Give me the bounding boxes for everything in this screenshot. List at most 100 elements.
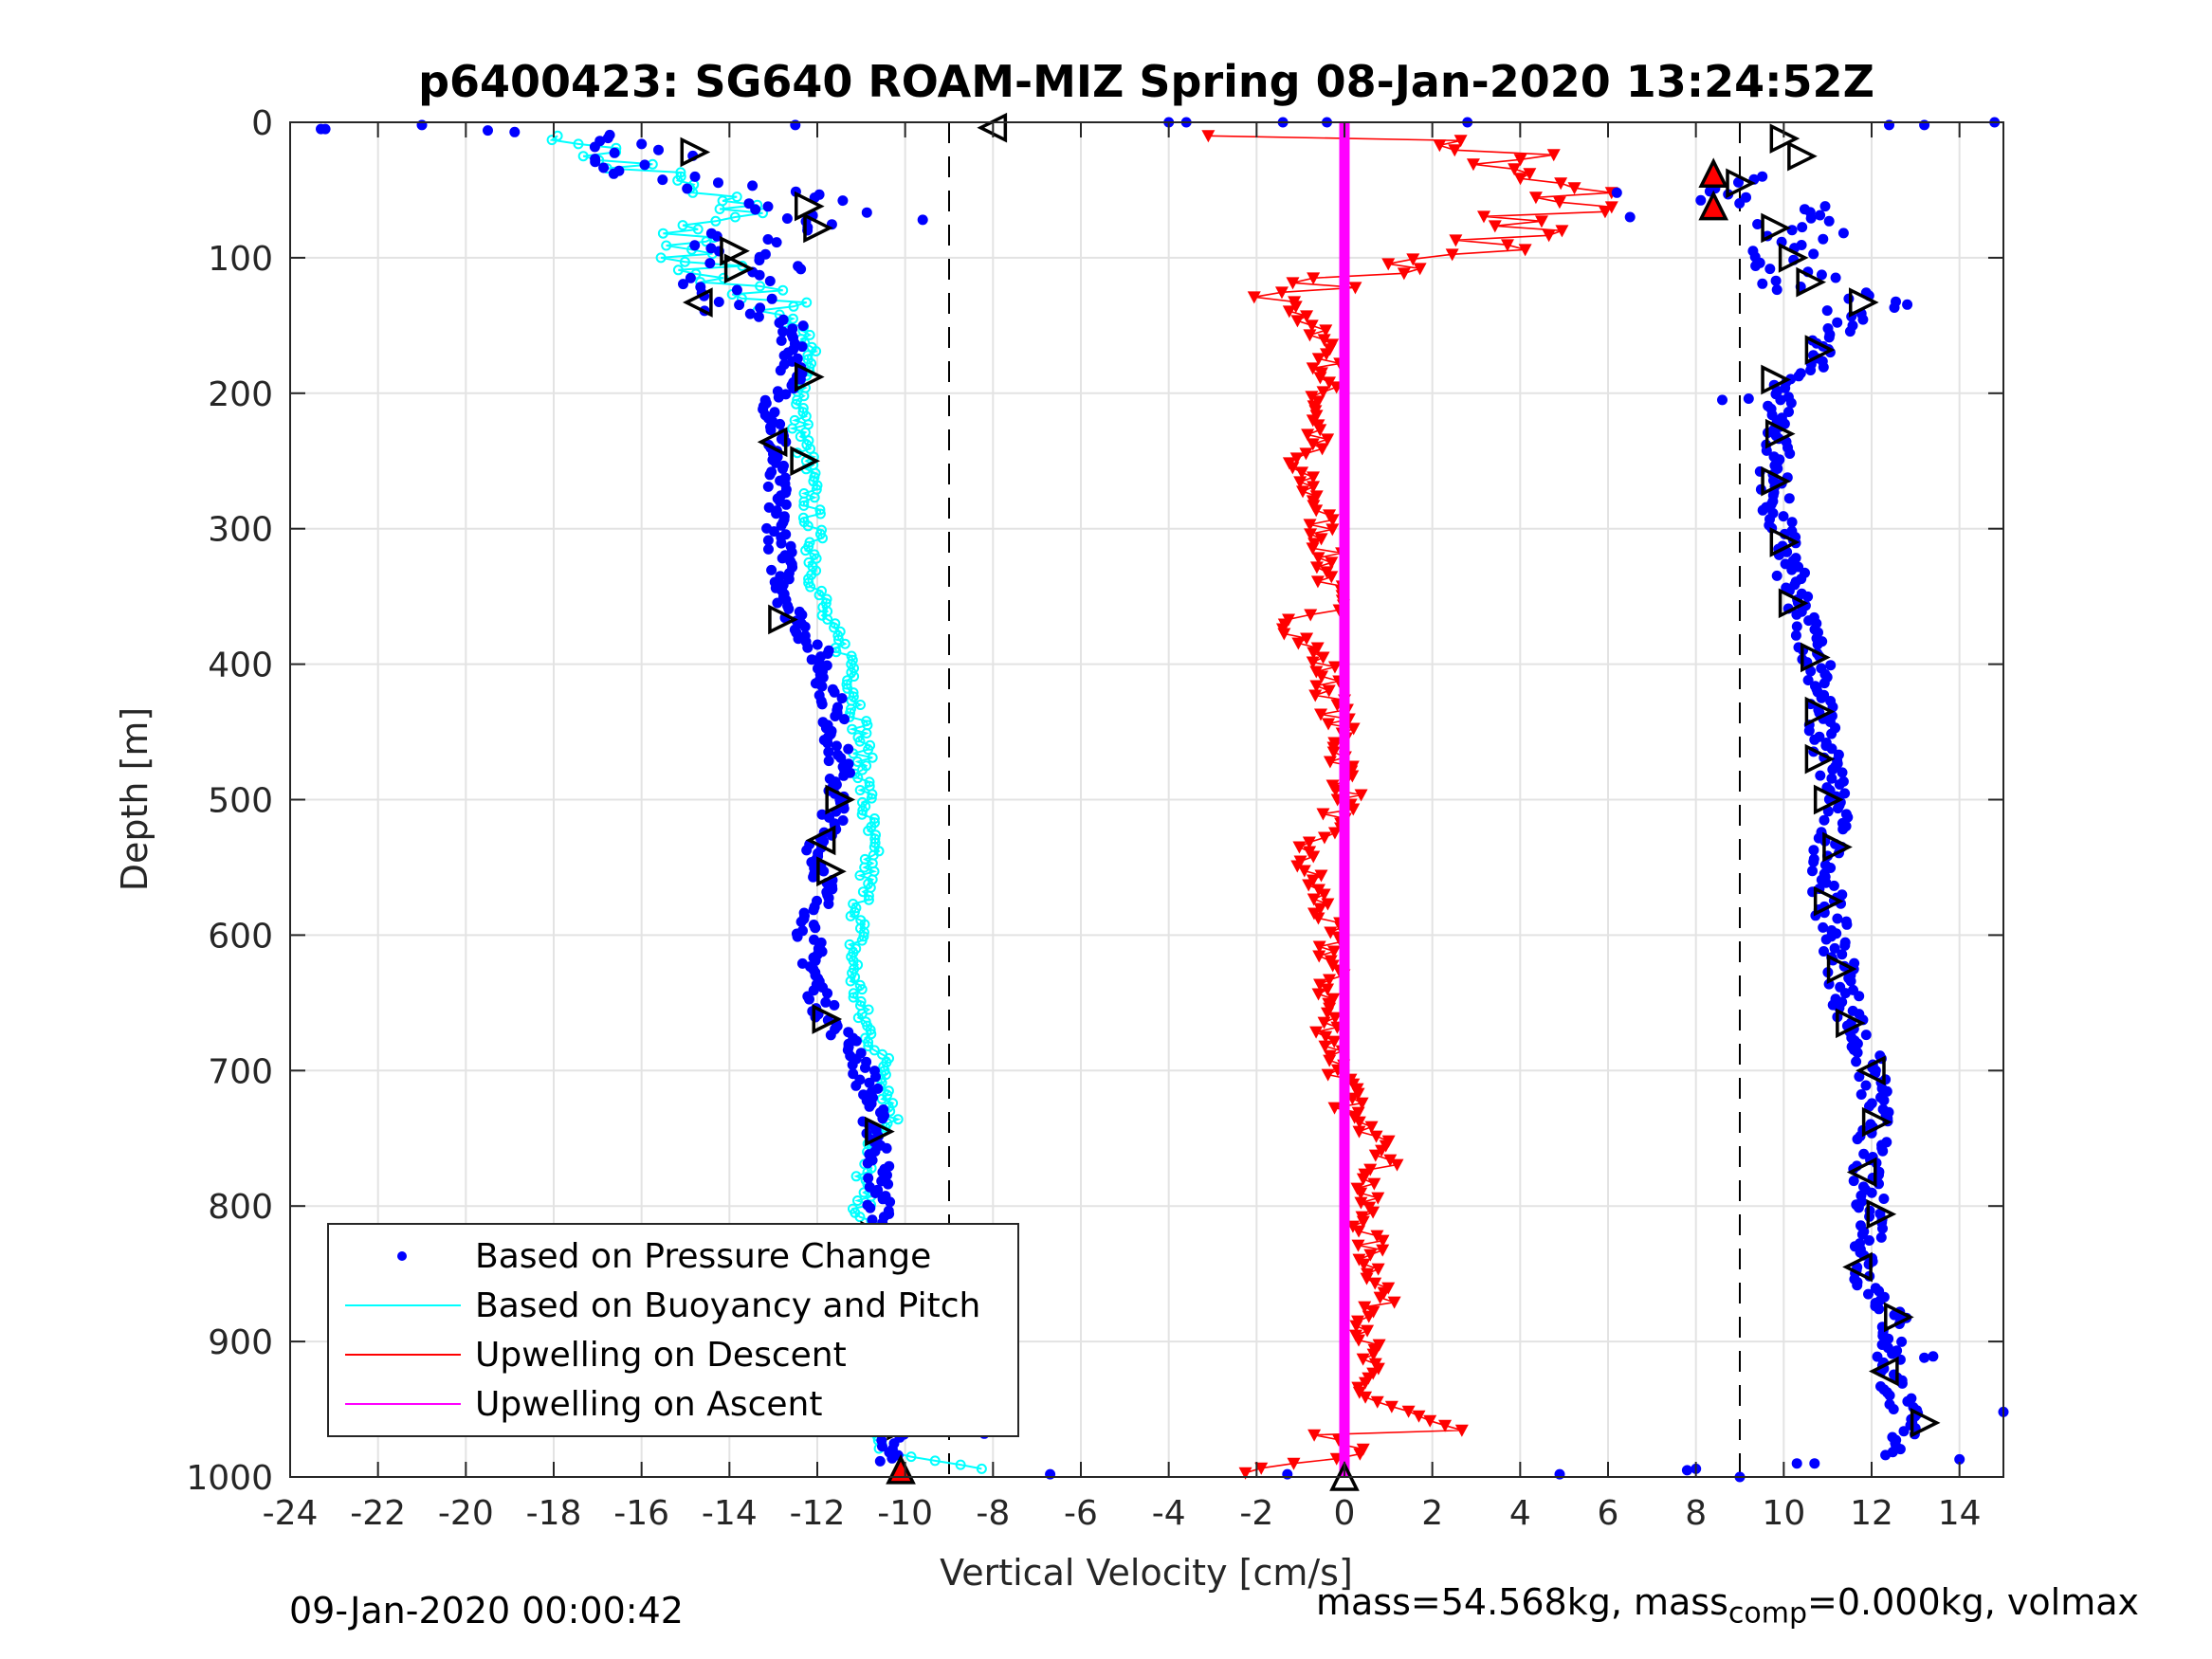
pressure-point	[820, 996, 832, 1008]
descent-point	[1314, 869, 1328, 883]
descent-point	[1453, 135, 1468, 148]
descent-point	[1352, 1386, 1366, 1399]
turning-marker	[1848, 287, 1879, 318]
pressure-point	[1896, 1336, 1908, 1347]
pressure-point	[753, 311, 764, 322]
descent-point	[1373, 1291, 1387, 1304]
pressure-point	[867, 1214, 878, 1226]
legend-label: Based on Pressure Change	[475, 1237, 931, 1276]
descent-point	[1299, 447, 1313, 461]
pressure-point	[1852, 1047, 1863, 1058]
buoyancy-point	[856, 809, 868, 820]
descent-point	[1356, 1215, 1370, 1229]
descent-point	[1312, 950, 1326, 963]
pressure-point	[705, 243, 717, 254]
pressure-outlier	[320, 123, 331, 135]
pressure-point	[869, 1188, 881, 1198]
descent-point	[1313, 902, 1327, 916]
descent-point	[1274, 286, 1289, 300]
descent-point	[1320, 1007, 1334, 1020]
pressure-point	[762, 201, 774, 212]
buoyancy-point	[867, 789, 878, 800]
pressure-point	[1815, 210, 1826, 221]
descent-point	[1371, 1192, 1385, 1205]
buoyancy-point	[811, 553, 822, 564]
turning-marker	[1761, 465, 1791, 497]
descent-point	[1325, 523, 1340, 537]
pressure-point	[835, 753, 847, 763]
x-tick-label: -22	[350, 1494, 406, 1533]
buoyancy-point	[863, 894, 874, 905]
pressure-point	[1790, 629, 1801, 641]
descent-point	[1508, 163, 1522, 176]
pressure-point	[1823, 215, 1835, 227]
descent-point	[1201, 130, 1216, 143]
descent-point	[1448, 144, 1462, 157]
descent-point	[1303, 329, 1317, 342]
turning-marker	[680, 137, 711, 168]
y-tick-label: 600	[208, 917, 273, 956]
y-tick-label: 1000	[186, 1459, 273, 1498]
descent-point	[1306, 438, 1320, 451]
x-tick-label: -6	[1064, 1494, 1098, 1533]
pressure-point	[1856, 1229, 1868, 1240]
buoyancy-point	[814, 504, 826, 516]
turning-marker	[1761, 364, 1791, 395]
x-tick-label: 0	[1334, 1494, 1356, 1533]
pressure-outlier	[483, 125, 493, 137]
pressure-outlier	[1743, 393, 1754, 404]
pressure-point	[1816, 692, 1827, 703]
descent-point	[1317, 831, 1331, 845]
pressure-point	[764, 469, 776, 481]
pressure-point	[1863, 1288, 1874, 1300]
pressure-point	[1791, 621, 1802, 632]
pressure-point	[657, 174, 668, 186]
pressure-point	[1802, 675, 1814, 685]
pressure-point	[1854, 991, 1865, 1002]
descent-point	[1351, 1239, 1365, 1252]
buoyancy-point	[864, 776, 875, 788]
turning-marker	[1842, 1251, 1873, 1283]
pressure-point	[1826, 773, 1837, 784]
turning-marker	[1801, 642, 1831, 673]
pressure-point	[1825, 660, 1837, 671]
pressure-point	[1864, 1235, 1874, 1246]
pressure-point	[731, 284, 742, 296]
pressure-point	[1807, 866, 1818, 877]
descent-point	[1500, 239, 1514, 252]
buoyancy-point	[714, 204, 725, 214]
descent-point	[1302, 836, 1316, 849]
buoyancy-point	[854, 785, 866, 795]
pressure-point	[639, 159, 650, 171]
descent-point	[1305, 391, 1319, 404]
pressure-point	[776, 538, 787, 549]
pressure-point	[1757, 278, 1768, 289]
pressure-point	[776, 520, 787, 531]
y-tick-label: 900	[208, 1323, 273, 1362]
pressure-point	[1878, 1194, 1890, 1204]
turning-marker	[794, 191, 825, 222]
pressure-point	[1775, 394, 1786, 406]
buoyancy-point	[832, 630, 844, 642]
descent-point	[1315, 670, 1329, 684]
descent-point	[1326, 945, 1341, 958]
pressure-point	[808, 871, 819, 883]
buoyancy-point	[677, 220, 688, 231]
buoyancy-point	[577, 151, 589, 162]
buoyancy-point	[546, 135, 558, 146]
turning-marker	[1836, 1008, 1866, 1039]
descent-point	[1326, 746, 1341, 759]
pressure-point	[755, 302, 766, 314]
buoyancy-point	[809, 492, 820, 503]
buoyancy-point	[857, 805, 868, 816]
pressure-point	[713, 297, 724, 307]
descent-point	[1445, 248, 1459, 262]
pressure-point	[1752, 219, 1764, 229]
turning-marker	[1726, 168, 1756, 199]
buoyancy-point	[672, 264, 684, 276]
descent-point	[1306, 542, 1320, 556]
buoyancy-point	[800, 545, 812, 556]
pressure-point	[1826, 728, 1837, 739]
buoyancy-point	[661, 240, 672, 251]
pressure-point	[816, 681, 828, 692]
